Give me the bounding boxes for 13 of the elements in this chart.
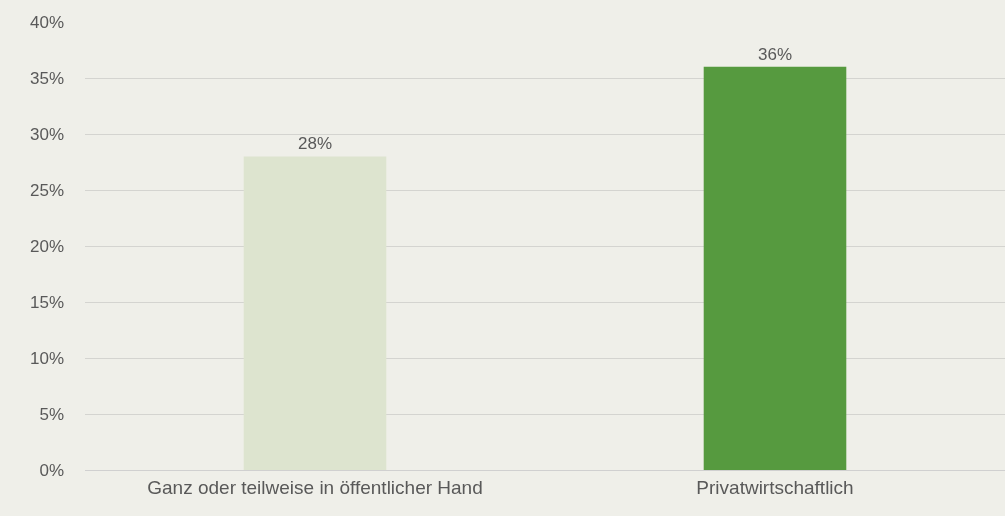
y-tick-label: 0% <box>39 460 64 480</box>
x-tick-label: Ganz oder teilweise in öffentlicher Hand <box>147 476 483 498</box>
data-label: 28% <box>297 134 333 154</box>
x-tick-label: Privatwirtschaftlich <box>696 476 854 498</box>
data-label: 36% <box>757 44 793 64</box>
y-tick-label: 30% <box>29 124 64 144</box>
y-tick-label: 15% <box>29 292 64 312</box>
y-tick-label: 10% <box>29 348 64 368</box>
y-tick-label: 40% <box>29 12 64 32</box>
y-tick-label: 5% <box>39 404 64 424</box>
y-tick-label: 20% <box>29 236 64 256</box>
y-tick-label: 35% <box>29 68 64 88</box>
y-tick-label: 25% <box>29 180 64 200</box>
